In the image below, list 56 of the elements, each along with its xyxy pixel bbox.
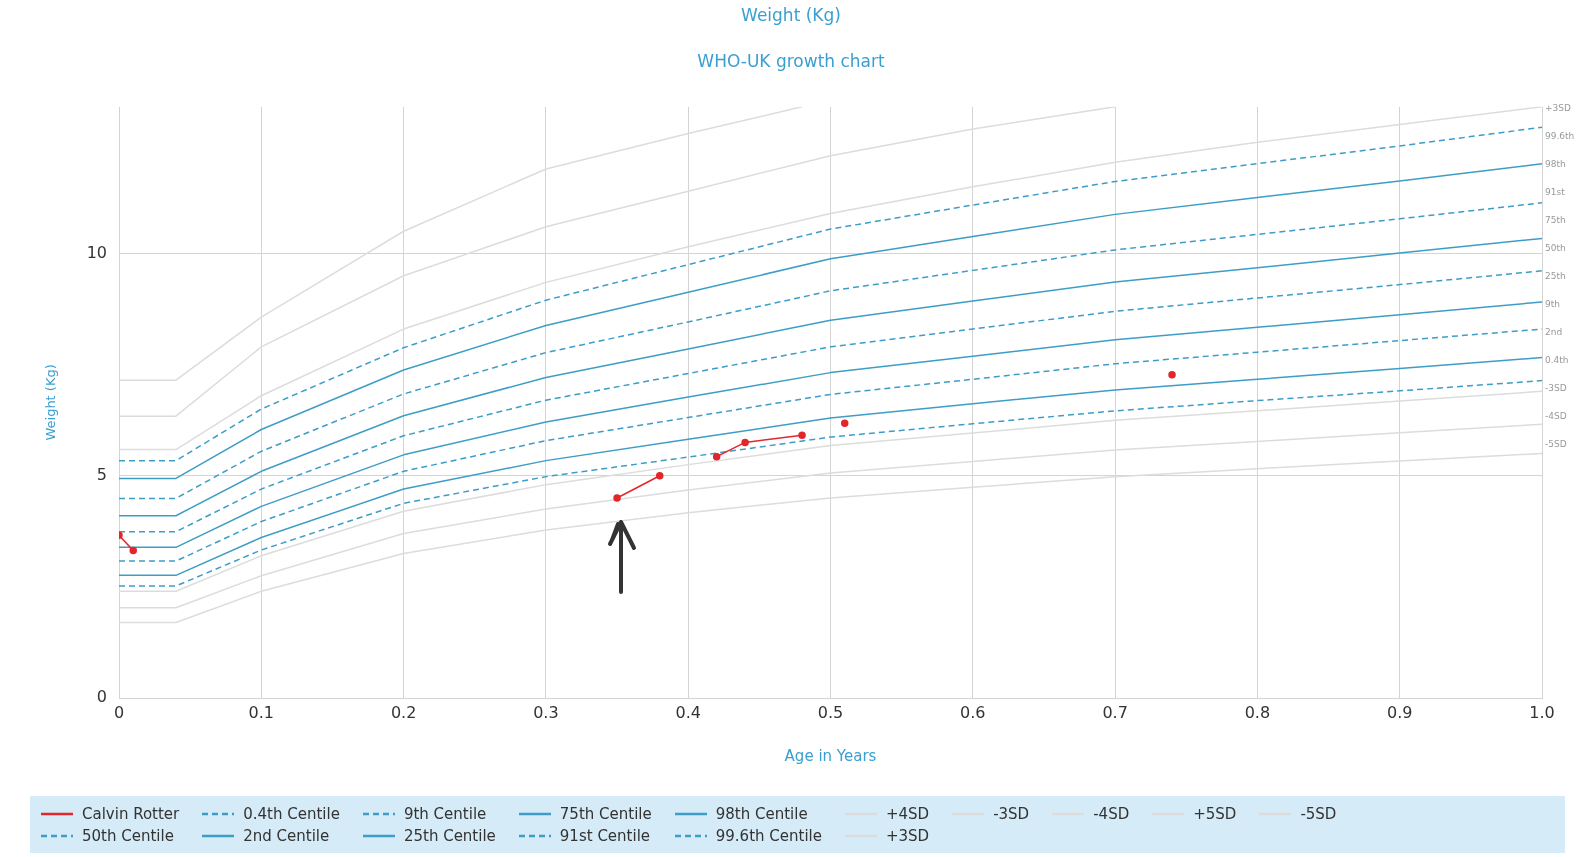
point <box>1168 371 1176 379</box>
text: 99.6th <box>1545 131 1575 142</box>
x-tick-label: 0.3 <box>533 702 559 722</box>
text: 25th <box>1545 271 1566 282</box>
point <box>655 471 664 480</box>
x-tick-label: 0.5 <box>817 702 844 722</box>
legend-label: -4SD <box>1093 804 1130 823</box>
text: 2nd <box>1545 327 1563 338</box>
legend-label: Calvin Rotter <box>82 804 180 823</box>
legend-label: 50th Centile <box>82 826 174 845</box>
chart-subtitle: WHO-UK growth chart <box>697 51 885 72</box>
legend-label: 99.6th Centile <box>715 826 822 845</box>
x-tick-label: 0.2 <box>390 702 417 722</box>
y-tick-label: 5 <box>96 464 107 484</box>
y-tick-label: 10 <box>86 242 107 262</box>
text: -3SD <box>1545 383 1567 394</box>
point <box>798 431 806 440</box>
legend-label: 75th Centile <box>559 804 652 823</box>
x-tick-label: 0.8 <box>1244 702 1271 722</box>
x-tick-label: 1.0 <box>1529 702 1555 722</box>
x-tick-label: 0.4 <box>675 702 701 722</box>
x-tick-label: 0.6 <box>960 702 986 722</box>
x-tick-label: 0.7 <box>1102 702 1128 722</box>
text: +3SD <box>1545 103 1571 114</box>
text: -5SD <box>1545 439 1567 450</box>
point <box>712 452 721 461</box>
point <box>840 419 849 428</box>
x-tick-label: 0 <box>113 702 125 722</box>
text: 0.4th <box>1545 355 1569 366</box>
y-axis-title: Weight (Kg) <box>43 364 59 441</box>
legend-label: 2nd Centile <box>243 826 330 845</box>
legend-label: 91st Centile <box>559 826 651 845</box>
legend-label: +4SD <box>885 804 930 823</box>
chart-title: Weight (Kg) <box>741 4 841 25</box>
x-tick-label: 0.9 <box>1386 702 1413 722</box>
point <box>613 494 621 502</box>
x-axis-title: Age in Years <box>784 746 877 765</box>
legend-label: +5SD <box>1193 804 1237 823</box>
legend-label: 25th Centile <box>403 826 496 845</box>
point <box>741 438 749 447</box>
legend-label: -3SD <box>993 804 1030 823</box>
text: 50th <box>1545 243 1566 254</box>
legend-label: 98th Centile <box>715 804 808 823</box>
point <box>129 546 137 555</box>
y-tick-label: 0 <box>96 687 107 707</box>
legend-label: +3SD <box>885 826 930 845</box>
legend-label: 9th Centile <box>403 804 487 823</box>
text: 75th <box>1545 215 1566 226</box>
text: 98th <box>1545 159 1566 170</box>
legend-label: 0.4th Centile <box>243 804 340 823</box>
text: -4SD <box>1545 411 1567 422</box>
text: 91st <box>1545 187 1566 198</box>
text: 9th <box>1545 299 1560 310</box>
legend-label: -5SD <box>1300 804 1337 823</box>
line-series <box>119 202 1542 500</box>
x-tick-label: 0.1 <box>248 702 275 722</box>
